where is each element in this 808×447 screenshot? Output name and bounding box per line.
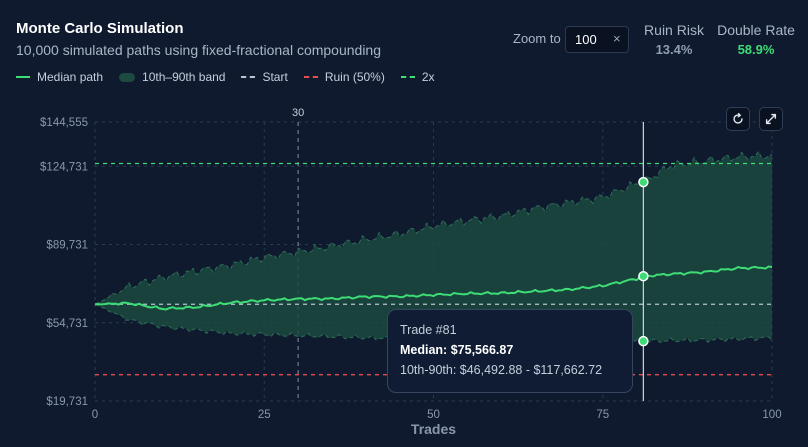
x-tick-label: 0 (92, 409, 98, 421)
median-line (94, 265, 773, 311)
legend-label-median: Median path (37, 70, 104, 84)
band-upper-edge (94, 150, 773, 305)
y-tick-label: $19,731 (46, 396, 88, 408)
tooltip-median: Median: $75,566.87 (400, 343, 620, 357)
cursor-point-median (638, 270, 649, 282)
band-lower-edge (94, 303, 773, 344)
zoom-label: Zoom to (513, 31, 561, 46)
y-tick-label: $144,555 (40, 117, 88, 129)
cursor-point-upper (638, 176, 649, 188)
tooltip-range-value: $46,492.88 - $117,662.72 (459, 363, 603, 377)
chart-axes: $19,731 $54,731 $89,731 $124,731 $144,555 0 25… (40, 117, 782, 437)
chart-legend: Median path 10th–90th band Start Ruin (5… (16, 70, 451, 84)
legend-item-band[interactable]: 10th–90th band (119, 70, 225, 84)
chart-subtitle: 10,000 simulated paths using fixed-fract… (16, 42, 382, 58)
cursor-point-lower (638, 335, 649, 347)
legend-item-median[interactable]: Median path (16, 70, 103, 84)
chart-title: Monte Carlo Simulation (16, 20, 184, 37)
tooltip-range-label: 10th-90th: (400, 363, 457, 377)
legend-label-band: 10th–90th band (142, 70, 226, 84)
marker-label: 30 (292, 107, 304, 119)
reset-zoom-button[interactable] (726, 107, 750, 131)
x-tick-label: 100 (762, 409, 781, 421)
ruin-risk-value: 13.4% (655, 42, 693, 57)
x-tick-label: 50 (427, 409, 440, 421)
legend-item-double[interactable]: 2x (400, 70, 435, 84)
legend-swatch-double (400, 76, 415, 78)
double-rate-stat: Double Rate 58.9% (716, 22, 796, 57)
tooltip-median-label: Median: (400, 343, 448, 357)
chart-tooltip: Trade #81 Median: $75,566.87 10th-90th: … (387, 309, 633, 393)
zoom-clear-button[interactable]: × (613, 31, 621, 46)
expand-icon (765, 113, 777, 125)
legend-swatch-ruin (303, 76, 318, 78)
tooltip-range: 10th-90th: $46,492.88 - $117,662.72 (400, 363, 620, 377)
zoom-input[interactable] (565, 26, 629, 53)
x-tick-label: 25 (258, 409, 271, 421)
reset-icon (733, 112, 743, 124)
tooltip-median-value: $75,566.87 (450, 343, 514, 357)
legend-swatch-band (119, 72, 136, 82)
x-tick-label: 75 (596, 409, 609, 421)
legend-label-start: Start (262, 70, 288, 84)
legend-swatch-median (16, 76, 30, 78)
legend-item-start[interactable]: Start (241, 70, 288, 84)
y-tick-label: $124,731 (40, 161, 88, 173)
y-tick-label: $89,731 (46, 240, 88, 252)
legend-item-ruin[interactable]: Ruin (50%) (303, 70, 385, 84)
double-rate-label: Double Rate (717, 22, 795, 38)
band-area (95, 151, 772, 343)
ruin-risk-label: Ruin Risk (644, 22, 704, 38)
hover-cursor (638, 122, 649, 401)
expand-button[interactable] (759, 107, 783, 131)
tooltip-trade: Trade #81 (400, 323, 457, 337)
percentile-band (94, 150, 773, 344)
ruin-risk-stat: Ruin Risk 13.4% (644, 22, 704, 57)
y-tick-label: $54,731 (46, 318, 88, 330)
legend-label-ruin: Ruin (50%) (324, 70, 385, 84)
double-rate-value: 58.9% (737, 42, 775, 57)
legend-swatch-start (241, 76, 256, 78)
median-series (94, 265, 773, 311)
legend-label-double: 2x (421, 70, 435, 84)
x-axis-label: Trades (411, 421, 456, 437)
